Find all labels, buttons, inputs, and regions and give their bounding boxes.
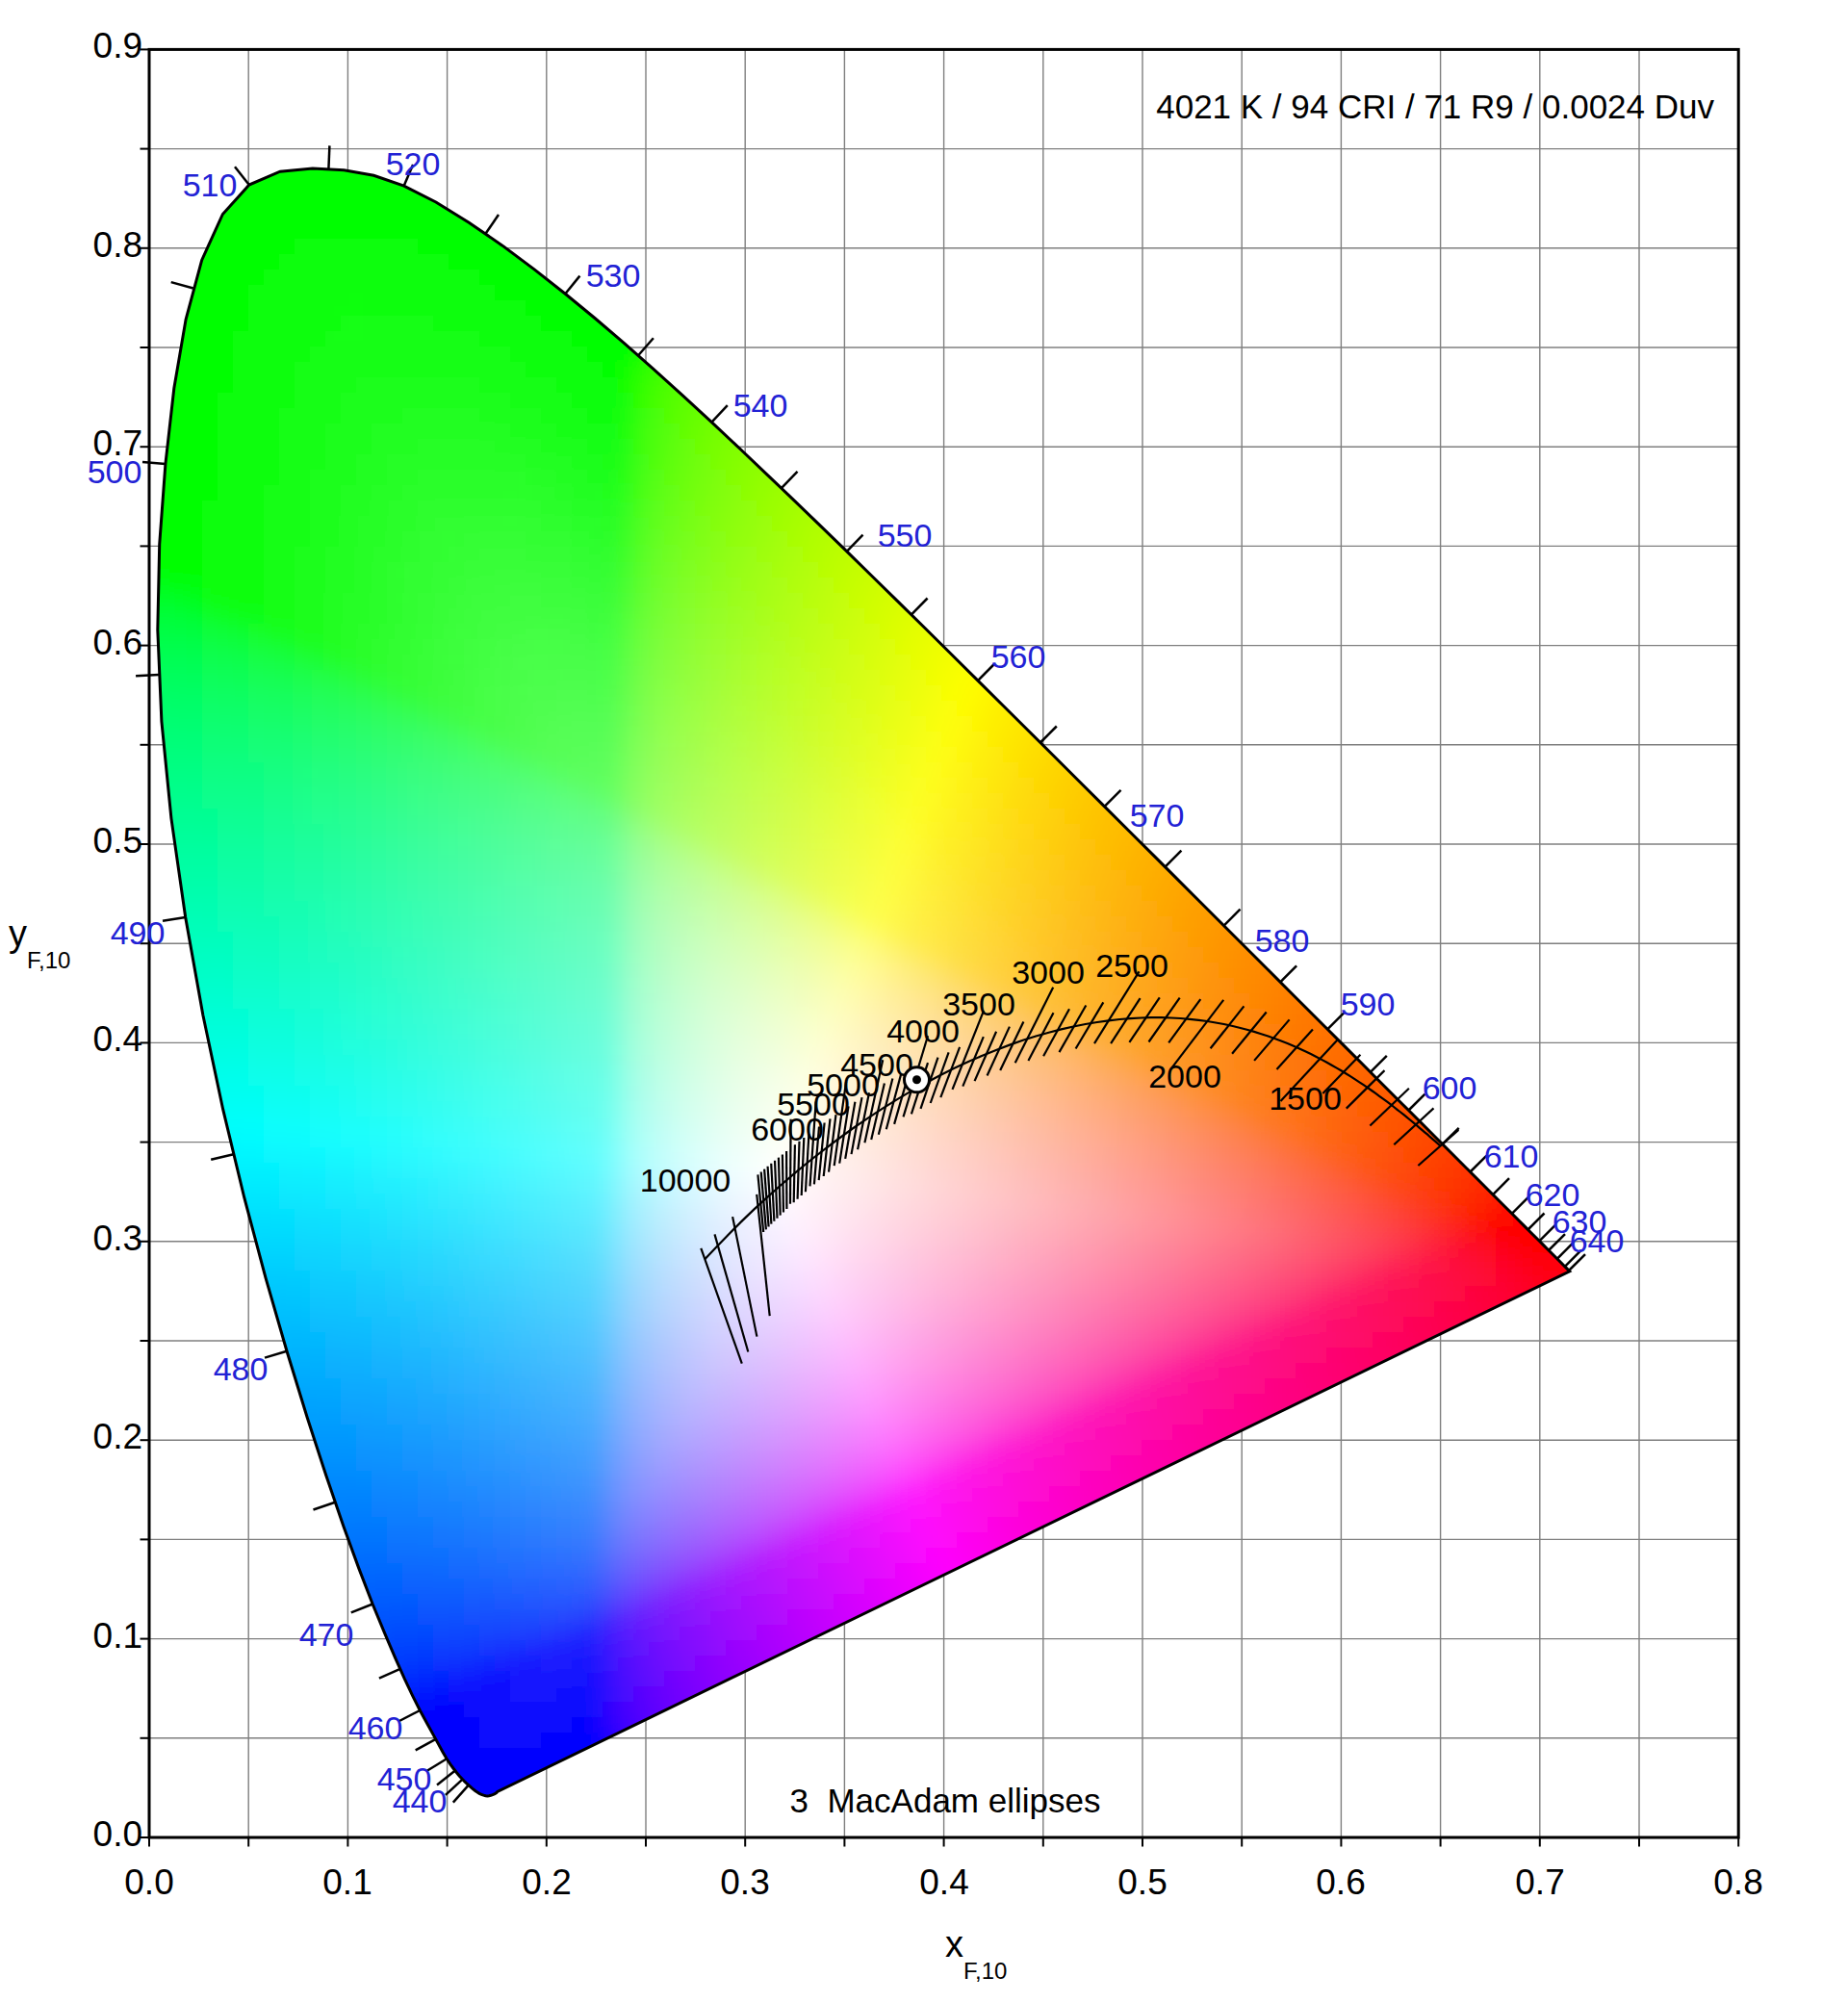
svg-text:4021 K / 94 CRI / 71 R9 / 0.00: 4021 K / 94 CRI / 71 R9 / 0.0024 Duv [1156,88,1714,125]
svg-text:0.8: 0.8 [1713,1862,1762,1902]
svg-text:550: 550 [878,517,933,553]
svg-text:0.1: 0.1 [93,1616,142,1656]
svg-text:0.5: 0.5 [1117,1862,1167,1902]
svg-text:1500: 1500 [1269,1080,1342,1117]
svg-text:490: 490 [111,914,166,951]
svg-text:590: 590 [1341,986,1396,1022]
svg-text:450: 450 [377,1760,432,1797]
svg-text:0.6: 0.6 [1316,1862,1365,1902]
svg-text:0.2: 0.2 [522,1862,571,1902]
svg-text:0.1: 0.1 [322,1862,372,1902]
svg-text:0.5: 0.5 [93,821,142,860]
svg-text:3 MacAdam ellipses: 3 MacAdam ellipses [790,1782,1101,1819]
svg-text:3000: 3000 [1012,954,1085,990]
svg-text:520: 520 [386,145,441,182]
svg-text:0.7: 0.7 [1515,1862,1564,1902]
svg-text:0.2: 0.2 [93,1417,142,1456]
svg-text:0.0: 0.0 [93,1814,142,1854]
svg-text:510: 510 [183,167,238,203]
svg-text:0.4: 0.4 [919,1862,968,1902]
svg-text:0.4: 0.4 [93,1019,142,1059]
svg-text:2000: 2000 [1148,1058,1221,1094]
svg-text:0.3: 0.3 [720,1862,769,1902]
svg-text:4500: 4500 [840,1046,913,1083]
svg-text:640: 640 [1570,1222,1625,1259]
svg-text:460: 460 [348,1709,403,1746]
svg-text:2500: 2500 [1095,947,1168,984]
svg-text:610: 610 [1484,1138,1539,1174]
svg-text:0.6: 0.6 [93,623,142,662]
svg-text:0.8: 0.8 [93,225,142,265]
svg-text:10000: 10000 [640,1162,732,1198]
svg-text:570: 570 [1130,797,1185,834]
svg-text:530: 530 [586,257,641,294]
svg-text:480: 480 [214,1350,269,1387]
svg-text:3500: 3500 [942,986,1015,1022]
svg-text:560: 560 [991,638,1046,675]
svg-text:0.9: 0.9 [93,26,142,65]
svg-text:0.3: 0.3 [93,1219,142,1258]
svg-text:0.0: 0.0 [124,1862,173,1902]
svg-text:500: 500 [88,453,142,490]
svg-text:580: 580 [1255,922,1310,959]
svg-text:540: 540 [733,387,788,424]
svg-text:600: 600 [1423,1069,1477,1106]
svg-text:470: 470 [299,1616,354,1653]
